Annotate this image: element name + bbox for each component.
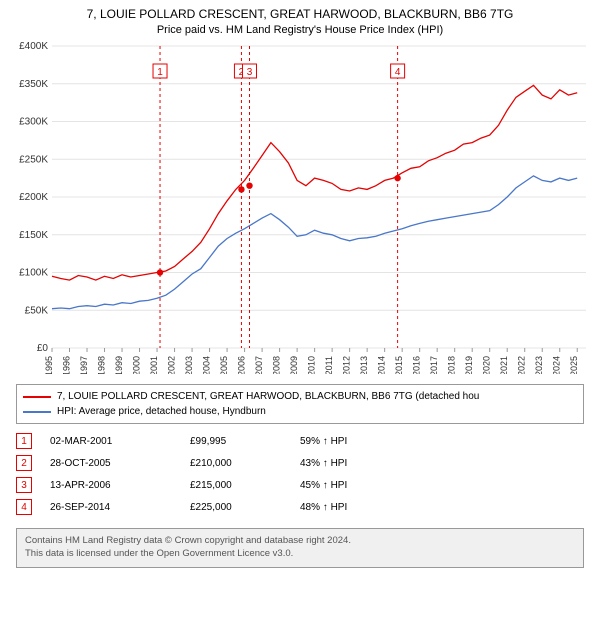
sale-marker: 4 — [16, 499, 32, 515]
svg-text:2013: 2013 — [359, 356, 369, 374]
svg-text:2020: 2020 — [482, 356, 492, 374]
sale-price: £99,995 — [190, 436, 300, 447]
sale-marker: 3 — [16, 477, 32, 493]
svg-text:2001: 2001 — [149, 356, 159, 374]
svg-text:£350K: £350K — [19, 79, 48, 90]
svg-text:2008: 2008 — [272, 356, 282, 374]
legend-swatch-red — [23, 396, 51, 398]
svg-text:2006: 2006 — [237, 356, 247, 374]
svg-text:2007: 2007 — [254, 356, 264, 374]
svg-text:2016: 2016 — [412, 356, 422, 374]
svg-text:2002: 2002 — [167, 356, 177, 374]
legend-label-red: 7, LOUIE POLLARD CRESCENT, GREAT HARWOOD… — [57, 389, 479, 404]
sale-hpi-delta: 45% ↑ HPI — [300, 480, 420, 491]
page-title: 7, LOUIE POLLARD CRESCENT, GREAT HARWOOD… — [8, 6, 592, 22]
footer-line1: Contains HM Land Registry data © Crown c… — [25, 535, 575, 548]
svg-text:2018: 2018 — [447, 356, 457, 374]
svg-text:£150K: £150K — [19, 230, 48, 241]
svg-text:2024: 2024 — [552, 356, 562, 374]
svg-text:2004: 2004 — [202, 356, 212, 374]
svg-text:1997: 1997 — [79, 356, 89, 374]
sale-marker: 1 — [16, 433, 32, 449]
legend-swatch-blue — [23, 411, 51, 413]
sale-price: £215,000 — [190, 480, 300, 491]
price-chart: £0 £50K £100K £150K £200K £250K £300K £350K £400… — [8, 42, 592, 374]
svg-text:£100K: £100K — [19, 268, 48, 279]
svg-text:2009: 2009 — [289, 356, 299, 374]
sale-hpi-delta: 43% ↑ HPI — [300, 458, 420, 469]
svg-text:3: 3 — [247, 67, 253, 78]
svg-text:1: 1 — [157, 67, 163, 78]
sale-price: £225,000 — [190, 502, 300, 513]
sale-date: 13-APR-2006 — [50, 480, 190, 491]
svg-text:£200K: £200K — [19, 192, 48, 203]
svg-text:£400K: £400K — [19, 42, 48, 52]
sales-row: 3 13-APR-2006£215,00045% ↑ HPI — [16, 474, 584, 496]
legend: 7, LOUIE POLLARD CRESCENT, GREAT HARWOOD… — [16, 384, 584, 424]
svg-text:2017: 2017 — [429, 356, 439, 374]
sale-date: 02-MAR-2001 — [50, 436, 190, 447]
svg-text:2010: 2010 — [307, 356, 317, 374]
svg-text:2014: 2014 — [377, 356, 387, 374]
sale-price: £210,000 — [190, 458, 300, 469]
svg-text:2000: 2000 — [132, 356, 142, 374]
sale-date: 28-OCT-2005 — [50, 458, 190, 469]
svg-text:£0: £0 — [37, 343, 49, 354]
svg-text:2011: 2011 — [324, 356, 334, 374]
svg-text:1998: 1998 — [97, 356, 107, 374]
page-subtitle: Price paid vs. HM Land Registry's House … — [8, 24, 592, 36]
sales-row: 1 02-MAR-2001£99,99559% ↑ HPI — [16, 430, 584, 452]
svg-text:2023: 2023 — [534, 356, 544, 374]
sale-marker: 2 — [16, 455, 32, 471]
svg-text:£50K: £50K — [25, 305, 49, 316]
svg-text:1999: 1999 — [114, 356, 124, 374]
svg-text:2005: 2005 — [219, 356, 229, 374]
svg-text:1995: 1995 — [44, 356, 54, 374]
legend-row-red: 7, LOUIE POLLARD CRESCENT, GREAT HARWOOD… — [23, 389, 577, 404]
chart-svg: £0 £50K £100K £150K £200K £250K £300K £350K £400… — [8, 42, 592, 374]
sales-row: 4 26-SEP-2014£225,00048% ↑ HPI — [16, 496, 584, 518]
svg-text:1996: 1996 — [62, 356, 72, 374]
sales-row: 2 28-OCT-2005£210,00043% ↑ HPI — [16, 452, 584, 474]
sale-hpi-delta: 59% ↑ HPI — [300, 436, 420, 447]
svg-text:2012: 2012 — [342, 356, 352, 374]
svg-text:2021: 2021 — [499, 356, 509, 374]
svg-text:2025: 2025 — [569, 356, 579, 374]
svg-text:4: 4 — [395, 67, 401, 78]
svg-text:2019: 2019 — [464, 356, 474, 374]
svg-text:2003: 2003 — [184, 356, 194, 374]
svg-text:2015: 2015 — [394, 356, 404, 374]
sale-hpi-delta: 48% ↑ HPI — [300, 502, 420, 513]
svg-text:£300K: £300K — [19, 117, 48, 128]
sale-date: 26-SEP-2014 — [50, 502, 190, 513]
legend-row-blue: HPI: Average price, detached house, Hynd… — [23, 404, 577, 419]
legend-label-blue: HPI: Average price, detached house, Hynd… — [57, 404, 266, 419]
sales-table: 1 02-MAR-2001£99,99559% ↑ HPI 2 28-OCT-2005… — [16, 430, 584, 518]
svg-text:£250K: £250K — [19, 154, 48, 165]
footer-line2: This data is licensed under the Open Gov… — [25, 548, 575, 561]
svg-text:2022: 2022 — [517, 356, 527, 374]
attribution-footer: Contains HM Land Registry data © Crown c… — [16, 528, 584, 568]
